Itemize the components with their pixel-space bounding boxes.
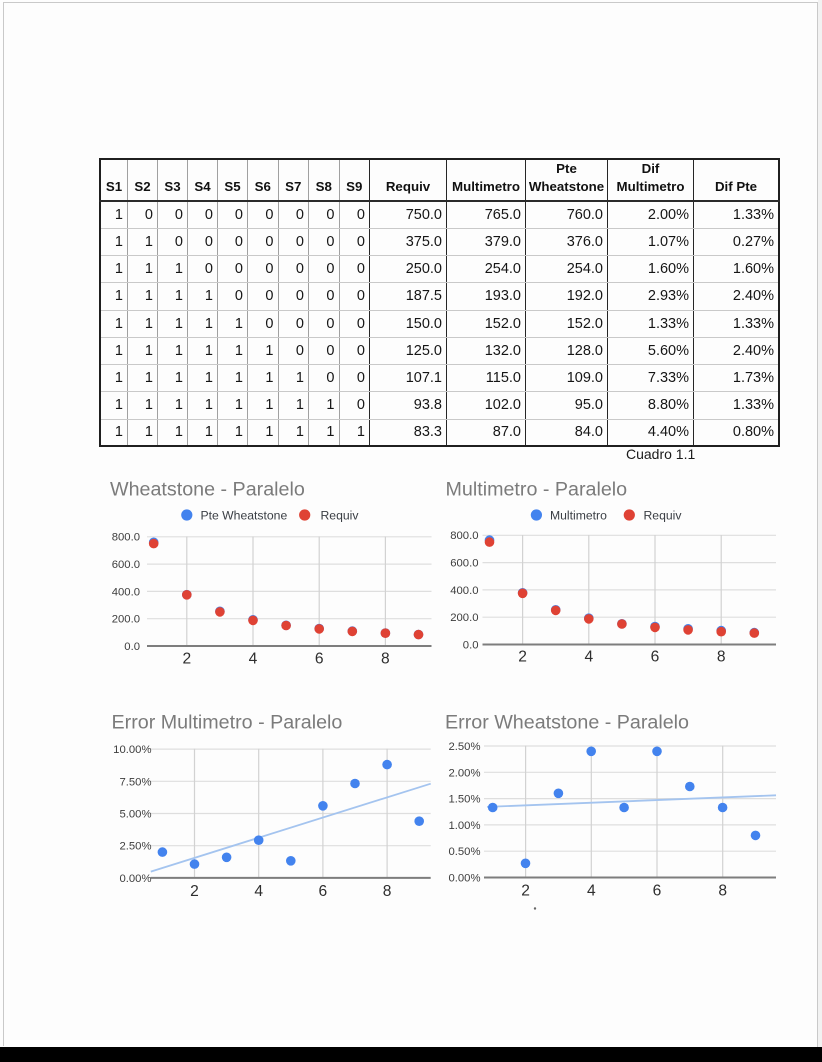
svg-text:2: 2: [518, 649, 527, 666]
svg-text:0.00%: 0.00%: [448, 873, 480, 885]
svg-text:400.0: 400.0: [112, 586, 140, 598]
svg-text:6: 6: [653, 883, 662, 900]
svg-text:Multimetro: Multimetro: [550, 508, 607, 522]
svg-text:Requiv: Requiv: [644, 508, 683, 522]
svg-text:2: 2: [182, 650, 191, 667]
svg-text:4: 4: [254, 883, 263, 900]
svg-text:600.0: 600.0: [112, 559, 140, 571]
svg-text:10.00%: 10.00%: [113, 744, 151, 756]
svg-text:2.50%: 2.50%: [448, 741, 480, 753]
svg-text:6: 6: [319, 883, 328, 900]
svg-text:600.0: 600.0: [450, 558, 478, 570]
svg-text:6: 6: [315, 650, 324, 667]
svg-text:2.50%: 2.50%: [119, 841, 151, 853]
svg-text:8: 8: [383, 883, 392, 900]
svg-text:800.0: 800.0: [112, 532, 140, 544]
svg-text:5.00%: 5.00%: [119, 809, 151, 821]
svg-text:0.00%: 0.00%: [119, 873, 151, 885]
svg-text:6: 6: [651, 649, 660, 666]
svg-text:7.50%: 7.50%: [119, 776, 151, 788]
svg-text:1.00%: 1.00%: [448, 820, 480, 832]
svg-text:200.0: 200.0: [112, 614, 140, 626]
svg-text:8: 8: [717, 649, 726, 666]
svg-text:Requiv: Requiv: [321, 508, 360, 522]
svg-text:Wheatstone - Paralelo: Wheatstone - Paralelo: [110, 479, 305, 501]
svg-text:0.50%: 0.50%: [448, 846, 480, 858]
svg-text:4: 4: [584, 649, 593, 666]
svg-text:Pte Wheatstone: Pte Wheatstone: [201, 508, 288, 522]
svg-text:8: 8: [718, 883, 727, 900]
svg-text:Error Multimetro - Paralelo: Error Multimetro - Paralelo: [112, 712, 343, 734]
svg-text:800.0: 800.0: [450, 530, 478, 542]
svg-text:2.00%: 2.00%: [448, 767, 480, 779]
svg-text:1.50%: 1.50%: [448, 794, 480, 806]
svg-text:2: 2: [190, 883, 199, 900]
svg-text:200.0: 200.0: [450, 612, 478, 624]
svg-text:8: 8: [381, 650, 390, 667]
svg-text:4: 4: [249, 650, 258, 667]
svg-text:400.0: 400.0: [450, 585, 478, 597]
svg-text:2: 2: [521, 883, 530, 900]
svg-text:Multimetro - Paralelo: Multimetro - Paralelo: [446, 479, 628, 501]
svg-text:0.0: 0.0: [124, 641, 140, 653]
svg-text:4: 4: [587, 883, 596, 900]
svg-text:0.0: 0.0: [463, 639, 479, 651]
svg-text:Error Wheatstone - Paralelo: Error Wheatstone - Paralelo: [445, 712, 689, 734]
